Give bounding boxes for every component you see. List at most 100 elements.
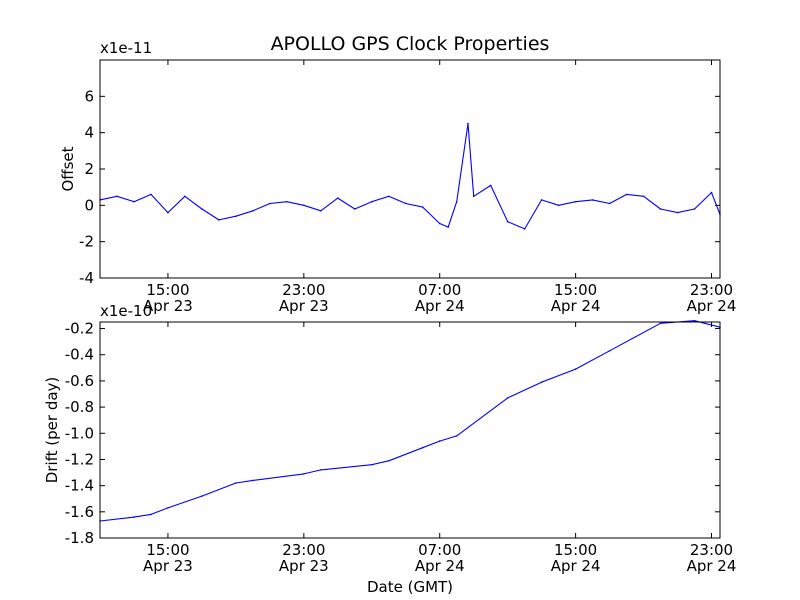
drift-data-point	[438, 440, 441, 442]
drift-y-tick-label: -0.6	[65, 372, 94, 390]
offset-data-point	[591, 199, 594, 201]
offset-data-point	[438, 222, 441, 225]
offset-data-point	[472, 195, 475, 198]
offset-data-point	[608, 202, 611, 205]
drift-data-point	[371, 463, 373, 466]
x-axis-label: Date (GMT)	[367, 578, 453, 596]
offset-y-axis-label: Offset	[59, 146, 77, 191]
drift-data-point	[421, 446, 424, 449]
drift-data-point	[455, 435, 458, 437]
drift-x-tick-time: 15:00	[146, 541, 189, 559]
drift-data-point	[252, 479, 254, 482]
offset-y-tick-label: -2	[79, 233, 94, 251]
offset-data-point	[523, 228, 526, 230]
offset-x-tick-date: Apr 23	[279, 297, 329, 315]
drift-x-tick-date: Apr 24	[687, 557, 737, 575]
drift-x-tick-date: Apr 23	[143, 557, 193, 575]
drift-data-point	[303, 473, 305, 475]
drift-x-tick-date: Apr 24	[415, 557, 465, 575]
offset-x-tick-date: Apr 23	[143, 297, 193, 315]
offset-data-point	[489, 184, 492, 187]
drift-x-tick-time: 23:00	[690, 541, 733, 559]
offset-y-tick-label: 0	[84, 196, 94, 214]
drift-y-tick-label: -0.2	[65, 320, 94, 338]
offset-y-tick-label: 4	[84, 124, 94, 142]
drift-plot-frame	[99, 321, 721, 539]
offset-x-tick-time: 15:00	[146, 281, 189, 299]
drift-data-point	[506, 397, 509, 399]
offset-data-point	[320, 210, 322, 212]
offset-data-point	[659, 208, 662, 210]
offset-data-point	[574, 200, 577, 203]
offset-data-point	[405, 202, 407, 205]
offset-data-point	[235, 215, 237, 217]
offset-x-tick-time: 15:00	[554, 281, 597, 299]
offset-data-point	[218, 219, 220, 221]
offset-x-tick-date: Apr 24	[415, 297, 465, 315]
drift-y-tick-label: -0.4	[65, 346, 94, 364]
offset-data-point	[150, 193, 152, 196]
drift-data-point	[320, 469, 322, 471]
offset-data-point	[467, 122, 469, 125]
drift-data-point	[201, 495, 203, 497]
offset-x-tick-time: 07:00	[418, 281, 461, 299]
offset-data-point	[371, 200, 373, 203]
offset-data-point	[286, 200, 288, 203]
offset-plot-frame	[99, 59, 721, 279]
drift-y-tick-label: -1.8	[65, 529, 94, 547]
offset-data-point	[184, 195, 186, 198]
drift-x-tick-date: Apr 23	[279, 557, 329, 575]
drift-data-point	[388, 460, 390, 462]
offset-data-point	[269, 202, 271, 205]
figure-title: APOLLO GPS Clock Properties	[271, 33, 550, 55]
offset-data-point	[642, 195, 645, 198]
offset-data-point	[354, 208, 356, 210]
drift-data-point	[608, 350, 611, 352]
offset-x-tick-date: Apr 24	[687, 297, 737, 315]
offset-data-point	[455, 200, 458, 203]
drift-multiplier: x1e-10	[100, 302, 152, 320]
drift-data-point	[540, 381, 543, 384]
offset-data-point	[540, 199, 543, 201]
drift-series-line	[99, 320, 721, 522]
drift-data-point	[167, 507, 169, 509]
offset-multiplier: x1e-11	[100, 39, 152, 57]
drift-y-tick-label: -1.6	[65, 503, 94, 521]
drift-data-point	[235, 482, 237, 484]
offset-data-point	[337, 197, 339, 199]
drift-x-tick-time: 15:00	[554, 541, 597, 559]
drift-y-tick-label: -0.8	[65, 398, 94, 416]
drift-y-axis-label: Drift (per day)	[43, 377, 61, 484]
offset-data-point	[557, 204, 560, 207]
offset-data-point	[167, 211, 169, 214]
offset-data-point	[676, 211, 679, 214]
offset-y-tick-label: 2	[84, 160, 94, 178]
drift-data-point	[659, 322, 662, 325]
drift-plot: x1e-10 Drift (per day) -1.8 -1.6 -1.4 -1.2 -…	[43, 302, 736, 575]
drift-data-point	[574, 368, 577, 370]
drift-x-tick-time: 07:00	[418, 541, 461, 559]
offset-data-point	[710, 191, 713, 194]
offset-data-point	[421, 206, 424, 208]
offset-data-point	[388, 195, 390, 198]
drift-y-tick-label: -1.0	[65, 424, 94, 442]
offset-data-point	[201, 208, 203, 210]
offset-x-tick-date: Apr 24	[551, 297, 601, 315]
drift-y-tick-label: -1.2	[65, 450, 94, 468]
offset-data-point	[116, 195, 118, 198]
drift-data-point	[133, 516, 135, 518]
offset-data-point	[252, 210, 254, 212]
offset-y-tick-label: 6	[84, 87, 94, 105]
offset-x-tick-time: 23:00	[282, 281, 325, 299]
offset-series-line	[99, 123, 721, 230]
drift-data-point	[693, 319, 696, 322]
offset-data-point	[693, 208, 696, 210]
offset-y-tick-label: -4	[79, 269, 94, 287]
drift-data-point	[150, 513, 152, 516]
offset-data-point	[447, 226, 450, 228]
offset-data-point	[133, 200, 135, 203]
offset-data-point	[506, 220, 509, 223]
